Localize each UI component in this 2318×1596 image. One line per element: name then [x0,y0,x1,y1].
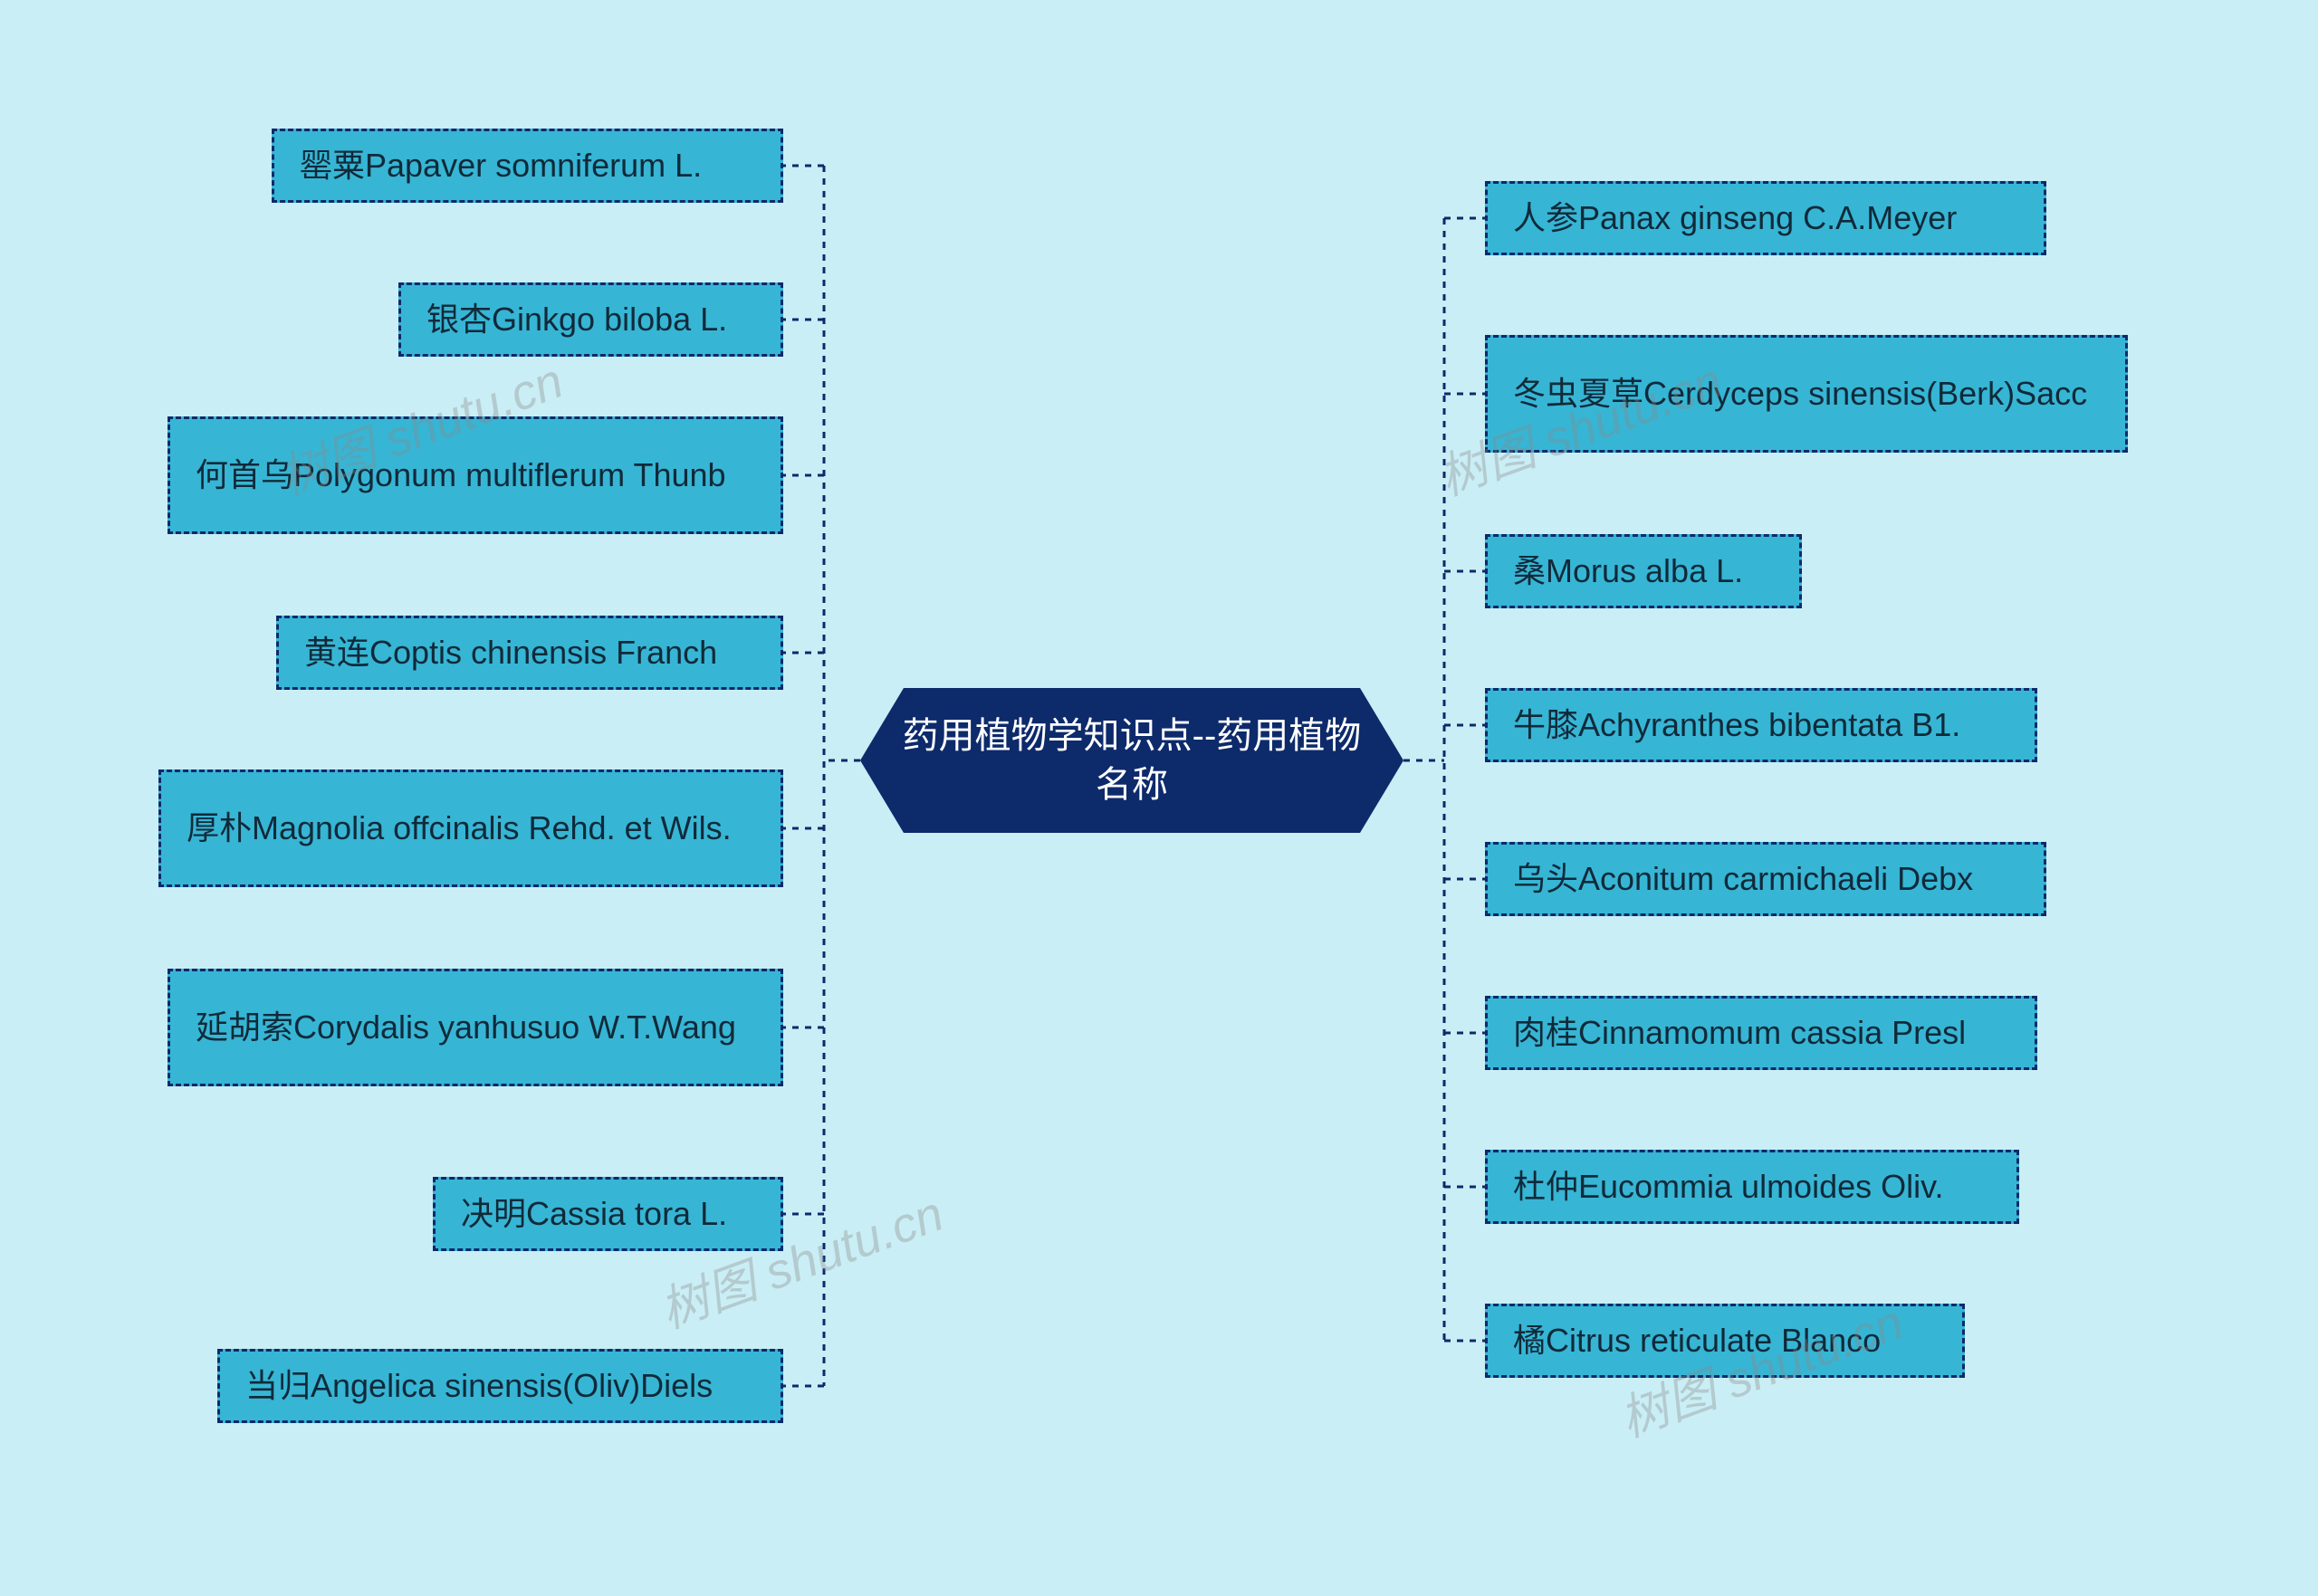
left-leaf-6-label: 决明Cassia tora L. [461,1192,727,1237]
left-leaf-2-label: 何首乌Polygonum multiflerum Thunb [196,454,726,498]
left-leaf-1: 银杏Ginkgo biloba L. [398,282,783,357]
left-leaf-3: 黄连Coptis chinensis Franch [276,616,783,690]
left-leaf-4-label: 厚朴Magnolia offcinalis Rehd. et Wils. [187,807,732,851]
left-leaf-1-label: 银杏Ginkgo biloba L. [426,298,727,342]
left-leaf-0-label: 罂粟Papaver somniferum L. [300,144,702,188]
right-leaf-5: 肉桂Cinnamomum cassia Presl [1485,996,2037,1070]
right-leaf-5-label: 肉桂Cinnamomum cassia Presl [1513,1011,1966,1056]
left-leaf-7: 当归Angelica sinensis(Oliv)Diels [217,1349,783,1423]
right-leaf-3-label: 牛膝Achyranthes bibentata B1. [1513,703,1960,748]
right-leaf-2: 桑Morus alba L. [1485,534,1802,608]
right-leaf-6: 杜仲Eucommia ulmoides Oliv. [1485,1150,2019,1224]
left-leaf-5: 延胡索Corydalis yanhusuo W.T.Wang [168,969,783,1086]
left-leaf-4: 厚朴Magnolia offcinalis Rehd. et Wils. [158,769,783,887]
left-leaf-2: 何首乌Polygonum multiflerum Thunb [168,416,783,534]
right-leaf-1-label: 冬虫夏草Cerdyceps sinensis(Berk)Sacc [1513,372,2087,416]
center-node: 药用植物学知识点--药用植物名称 [860,688,1403,833]
center-label: 药用植物学知识点--药用植物名称 [896,712,1367,809]
right-leaf-6-label: 杜仲Eucommia ulmoides Oliv. [1513,1165,1943,1209]
left-leaf-6: 决明Cassia tora L. [433,1177,783,1251]
right-leaf-4-label: 乌头Aconitum carmichaeli Debx [1513,857,1973,902]
left-leaf-0: 罂粟Papaver somniferum L. [272,129,783,203]
right-leaf-7-label: 橘Citrus reticulate Blanco [1513,1319,1881,1363]
left-leaf-5-label: 延胡索Corydalis yanhusuo W.T.Wang [196,1006,736,1050]
left-leaf-7-label: 当归Angelica sinensis(Oliv)Diels [245,1364,713,1409]
right-leaf-1: 冬虫夏草Cerdyceps sinensis(Berk)Sacc [1485,335,2128,453]
right-leaf-2-label: 桑Morus alba L. [1513,550,1743,594]
right-leaf-0: 人参Panax ginseng C.A.Meyer [1485,181,2046,255]
right-leaf-0-label: 人参Panax ginseng C.A.Meyer [1513,196,1957,241]
right-leaf-3: 牛膝Achyranthes bibentata B1. [1485,688,2037,762]
right-leaf-7: 橘Citrus reticulate Blanco [1485,1304,1965,1378]
left-leaf-3-label: 黄连Coptis chinensis Franch [304,631,717,675]
right-leaf-4: 乌头Aconitum carmichaeli Debx [1485,842,2046,916]
